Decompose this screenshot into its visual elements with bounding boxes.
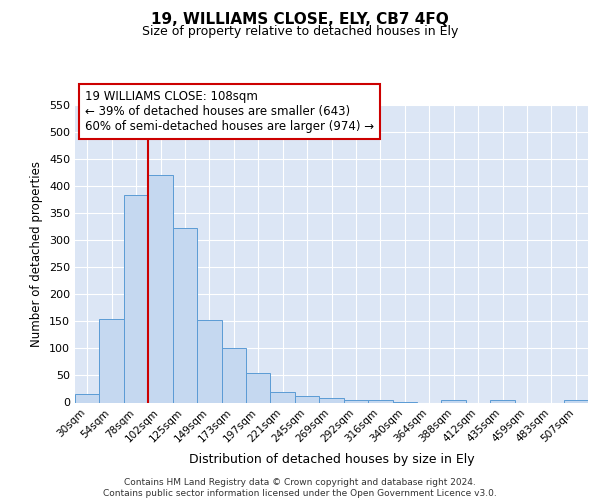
Y-axis label: Number of detached properties: Number of detached properties [31,161,43,347]
Bar [124,196,148,402]
Text: 19, WILLIAMS CLOSE, ELY, CB7 4FQ: 19, WILLIAMS CLOSE, ELY, CB7 4FQ [151,12,449,28]
Bar [75,394,100,402]
Bar [295,396,319,402]
Bar [173,228,197,402]
Text: Size of property relative to detached houses in Ely: Size of property relative to detached ho… [142,25,458,38]
Bar [197,320,221,402]
Bar [563,400,588,402]
Bar [221,348,246,403]
Bar [368,400,392,402]
Bar [246,373,271,402]
Bar [319,398,344,402]
Bar [442,400,466,402]
Bar [490,400,515,402]
Text: 19 WILLIAMS CLOSE: 108sqm
← 39% of detached houses are smaller (643)
60% of semi: 19 WILLIAMS CLOSE: 108sqm ← 39% of detac… [85,90,374,133]
Bar [344,400,368,402]
Bar [271,392,295,402]
Bar [100,318,124,402]
Text: Contains HM Land Registry data © Crown copyright and database right 2024.
Contai: Contains HM Land Registry data © Crown c… [103,478,497,498]
Bar [148,176,173,402]
X-axis label: Distribution of detached houses by size in Ely: Distribution of detached houses by size … [188,452,475,466]
